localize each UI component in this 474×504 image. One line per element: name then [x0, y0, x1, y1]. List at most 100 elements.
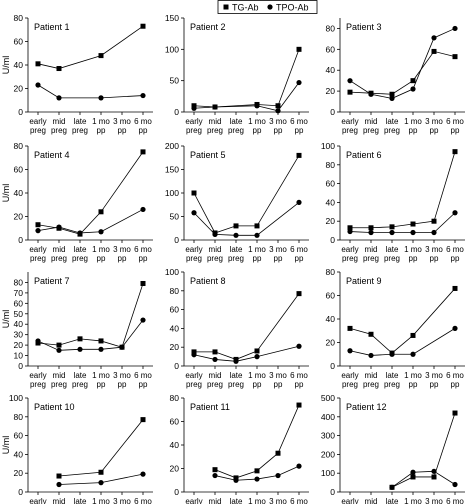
y-tick-label: 150: [165, 13, 179, 23]
x-tick-label-line: early: [341, 371, 358, 380]
x-tick-label-line: 3 mo: [425, 245, 443, 254]
x-tick-label-line: late: [230, 371, 243, 380]
y-tick-label: 0: [18, 235, 23, 245]
x-tick-label-line: preg: [363, 254, 379, 263]
y-tick-label: 80: [326, 160, 336, 170]
y-tick-label: 80: [170, 393, 180, 403]
data-point: [410, 474, 416, 480]
data-point: [296, 463, 302, 469]
x-tick-label-line: mid: [209, 245, 222, 254]
data-point: [140, 92, 146, 99]
x-tick-label-line: pp: [409, 254, 418, 263]
y-axis-label: U/ml: [1, 310, 11, 329]
x-tick-label-line: early: [29, 245, 46, 254]
y-tick-label: 80: [170, 286, 180, 296]
y-axis-label: U/ml: [1, 436, 11, 455]
data-point: [347, 78, 353, 84]
x-tick-label-line: late: [74, 117, 87, 126]
x-tick-label-line: preg: [30, 126, 46, 135]
x-tick-label-line: preg: [384, 254, 400, 263]
x-tick-label-line: 1 mo: [404, 497, 422, 504]
y-tick-label: 100: [321, 141, 335, 151]
data-point: [410, 229, 416, 236]
series-line-tpo-ab: [37, 319, 144, 351]
data-point: [296, 199, 302, 205]
y-tick-label: 20: [14, 212, 24, 222]
y-tick-label: 40: [326, 65, 336, 75]
y-tick-label: 20: [170, 464, 180, 474]
y-tick-label: 40: [170, 440, 180, 450]
y-tick-label: 500: [321, 393, 335, 403]
data-point: [140, 149, 146, 155]
x-tick-label-line: late: [74, 245, 87, 254]
data-point: [296, 46, 302, 52]
x-tick-label-line: 6 mo: [134, 117, 152, 126]
y-tick-label: 80: [14, 13, 24, 23]
data-point: [368, 225, 374, 231]
data-point: [254, 232, 260, 238]
data-point: [347, 228, 353, 235]
data-point: [410, 221, 416, 227]
x-tick-label-line: late: [230, 497, 243, 504]
x-tick-label-line: mid: [53, 117, 66, 126]
x-tick-label-line: early: [185, 371, 202, 380]
data-point: [140, 471, 146, 477]
data-point: [254, 354, 260, 360]
data-point: [56, 224, 62, 230]
data-point: [389, 229, 395, 236]
data-point: [140, 206, 146, 213]
x-tick-label-line: preg: [342, 126, 358, 135]
x-tick-label-line: late: [386, 497, 399, 504]
y-tick-label: 60: [326, 291, 336, 301]
y-axis-label: U/ml: [1, 184, 11, 203]
y-tick-label: 0: [174, 361, 179, 371]
x-tick-label-line: preg: [51, 380, 67, 389]
data-point: [347, 348, 353, 354]
y-tick-label: 40: [14, 449, 24, 459]
x-tick-label-line: pp: [274, 380, 283, 389]
x-tick-label-line: early: [29, 371, 46, 380]
data-point: [98, 53, 104, 59]
x-tick-label-line: mid: [365, 371, 378, 380]
x-tick-label-line: pp: [451, 380, 460, 389]
data-point: [140, 317, 146, 323]
x-tick-label-line: pp: [274, 126, 283, 135]
y-tick-label: 100: [165, 44, 179, 54]
y-tick-label: 80: [14, 141, 24, 151]
y-tick-label: 0: [174, 107, 179, 117]
panel-title: Patient 1: [34, 22, 70, 32]
x-tick-label-line: 6 mo: [446, 371, 464, 380]
x-tick-label-line: 1 mo: [248, 497, 266, 504]
x-tick-label-line: early: [29, 497, 46, 504]
series-line-tpo-ab: [391, 470, 456, 488]
x-tick-label-line: 3 mo: [113, 371, 131, 380]
y-tick-label: 80: [14, 277, 24, 287]
legend-marker-square: [223, 4, 229, 10]
x-tick-label-line: 6 mo: [446, 497, 464, 504]
x-tick-label-line: 1 mo: [404, 245, 422, 254]
data-point: [233, 223, 239, 229]
data-point: [56, 481, 62, 488]
data-point: [389, 224, 395, 230]
data-point: [212, 104, 218, 110]
x-tick-label-line: pp: [451, 254, 460, 263]
